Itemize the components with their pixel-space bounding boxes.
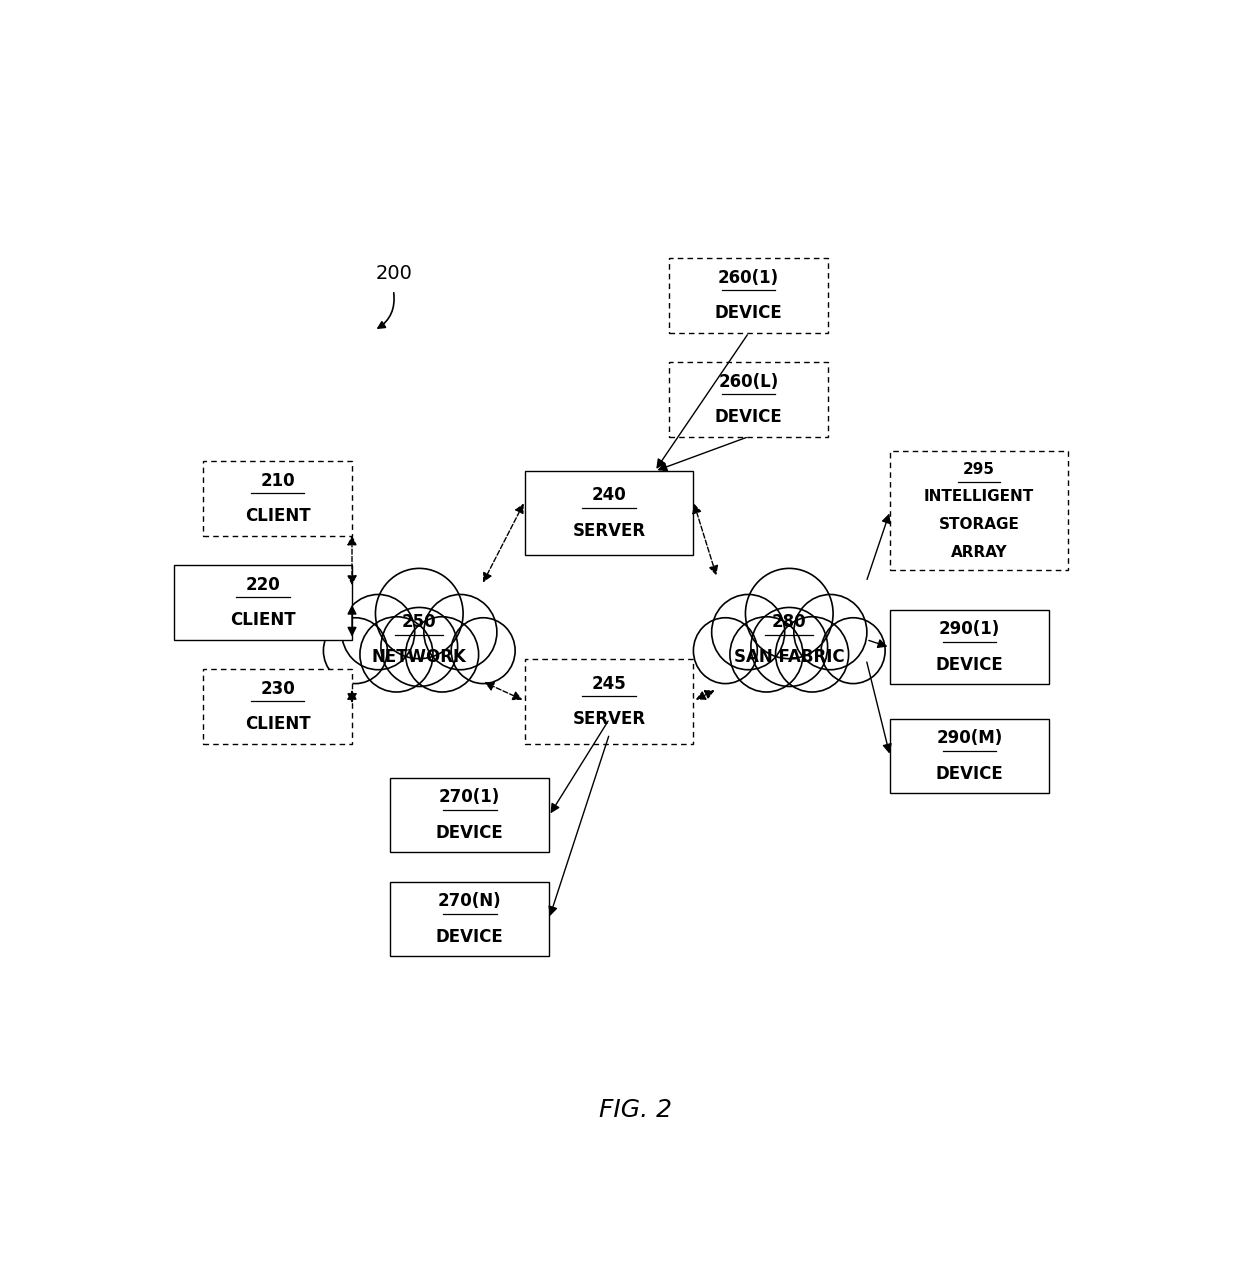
Text: 240: 240 xyxy=(591,486,626,504)
Circle shape xyxy=(324,617,387,684)
Circle shape xyxy=(405,617,479,692)
Text: STORAGE: STORAGE xyxy=(939,517,1019,532)
Text: 290(M): 290(M) xyxy=(936,729,1003,747)
FancyBboxPatch shape xyxy=(525,660,693,743)
Text: 250: 250 xyxy=(402,612,436,630)
Text: DEVICE: DEVICE xyxy=(714,305,782,323)
FancyBboxPatch shape xyxy=(890,610,1049,684)
Circle shape xyxy=(381,607,458,687)
Circle shape xyxy=(712,594,785,670)
Text: INTELLIGENT: INTELLIGENT xyxy=(924,490,1034,504)
Text: 230: 230 xyxy=(260,679,295,697)
FancyBboxPatch shape xyxy=(174,566,352,639)
FancyBboxPatch shape xyxy=(890,451,1068,570)
Text: DEVICE: DEVICE xyxy=(714,408,782,426)
Text: 200: 200 xyxy=(376,264,413,283)
Circle shape xyxy=(376,568,463,658)
Text: 245: 245 xyxy=(591,675,626,693)
Text: 270(N): 270(N) xyxy=(438,892,501,910)
FancyBboxPatch shape xyxy=(391,778,549,853)
Text: SAN FABRIC: SAN FABRIC xyxy=(734,648,844,666)
Circle shape xyxy=(424,594,497,670)
Text: 260(L): 260(L) xyxy=(718,373,779,391)
FancyArrowPatch shape xyxy=(378,293,394,328)
FancyBboxPatch shape xyxy=(391,882,549,957)
Text: FIG. 2: FIG. 2 xyxy=(599,1098,672,1121)
Text: CLIENT: CLIENT xyxy=(231,611,296,629)
Text: DEVICE: DEVICE xyxy=(935,765,1003,783)
Text: 290(1): 290(1) xyxy=(939,620,1001,638)
Circle shape xyxy=(342,594,414,670)
Circle shape xyxy=(360,617,433,692)
Circle shape xyxy=(821,617,885,684)
FancyBboxPatch shape xyxy=(670,258,828,333)
Text: 260(1): 260(1) xyxy=(718,269,779,287)
Text: 210: 210 xyxy=(260,472,295,490)
Circle shape xyxy=(751,607,827,687)
Text: 220: 220 xyxy=(246,576,280,594)
Text: DEVICE: DEVICE xyxy=(435,928,503,946)
Circle shape xyxy=(451,617,515,684)
FancyBboxPatch shape xyxy=(203,669,352,743)
Text: 270(1): 270(1) xyxy=(439,788,501,806)
Circle shape xyxy=(745,568,833,658)
Text: CLIENT: CLIENT xyxy=(244,507,310,525)
Text: DEVICE: DEVICE xyxy=(935,656,1003,674)
FancyBboxPatch shape xyxy=(890,719,1049,793)
Text: SERVER: SERVER xyxy=(573,522,646,540)
Circle shape xyxy=(693,617,758,684)
FancyBboxPatch shape xyxy=(203,462,352,535)
Text: 295: 295 xyxy=(963,462,994,477)
Text: NETWORK: NETWORK xyxy=(372,648,466,666)
Circle shape xyxy=(794,594,867,670)
Text: ARRAY: ARRAY xyxy=(951,545,1007,559)
FancyBboxPatch shape xyxy=(670,363,828,436)
Text: CLIENT: CLIENT xyxy=(244,715,310,733)
Text: DEVICE: DEVICE xyxy=(435,824,503,842)
Text: SERVER: SERVER xyxy=(573,710,646,728)
FancyBboxPatch shape xyxy=(525,471,693,556)
Circle shape xyxy=(775,617,848,692)
Text: 280: 280 xyxy=(773,612,806,630)
Circle shape xyxy=(730,617,804,692)
